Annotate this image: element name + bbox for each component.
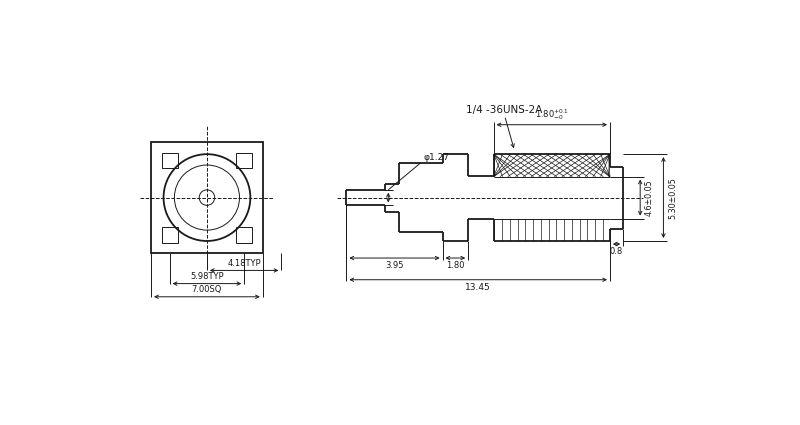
Bar [151,142,262,253]
Text: 7.00SQ: 7.00SQ [192,285,222,294]
Text: $1.80^{+0.1}_{-0}$: $1.80^{+0.1}_{-0}$ [534,107,569,122]
Bar [162,153,178,168]
Text: 3.95: 3.95 [386,261,404,270]
Text: 4.6±0.05: 4.6±0.05 [645,179,654,216]
Bar [237,153,252,168]
Text: 5.98TYP: 5.98TYP [190,272,224,281]
Text: 13.45: 13.45 [466,283,491,292]
Text: 4.18TYP: 4.18TYP [227,259,261,268]
Polygon shape [494,154,610,177]
Text: 1/4 -36UNS-2A: 1/4 -36UNS-2A [466,105,542,115]
Text: 5.30±0.05: 5.30±0.05 [668,177,677,218]
Text: φ1.27: φ1.27 [424,153,450,162]
Text: 1.80: 1.80 [446,261,465,270]
Bar [162,227,178,243]
Text: 0.8: 0.8 [610,247,623,256]
Bar [237,227,252,243]
